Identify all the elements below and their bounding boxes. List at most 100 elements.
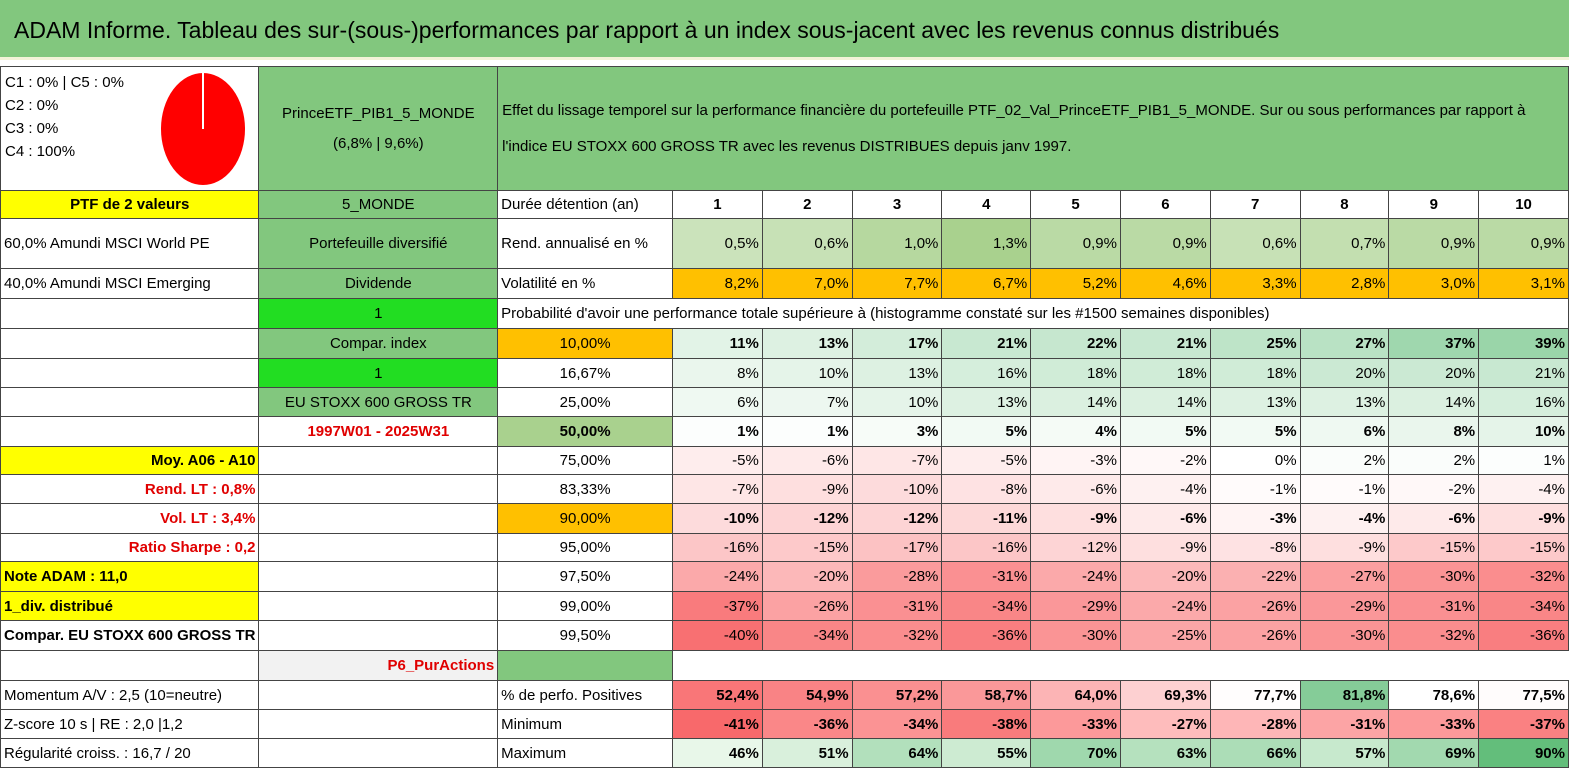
percentile-value: 39%: [1478, 328, 1569, 359]
minimum-value: -33%: [1388, 709, 1480, 739]
percentile-value: -24%: [672, 561, 763, 592]
description: Effet du lissage temporel sur la perform…: [497, 66, 1569, 191]
maximum-value: 64%: [851, 738, 943, 768]
percentile-value: 3%: [851, 416, 943, 447]
percentile-value: -7%: [851, 446, 943, 475]
percentile-value: -26%: [1209, 591, 1301, 621]
year-header: 4: [941, 190, 1032, 219]
percentile-value: 22%: [1030, 328, 1121, 359]
table-row: Z-score 10 s | RE : 2,0 |1,2 Minimum -41% -…: [0, 709, 1569, 739]
positive-perf-value: 54,9%: [761, 680, 853, 710]
percentile-value: 2%: [1388, 446, 1480, 475]
ptf-label: PTF de 2 valeurs: [0, 190, 260, 219]
category-pie-chart: [159, 71, 248, 187]
percentile-value: 18%: [1030, 358, 1121, 388]
volatility-value: 3,3%: [1209, 268, 1301, 299]
volatility-value: 8,2%: [672, 268, 763, 299]
percentile-value: 10%: [851, 387, 943, 417]
minimum-value: -36%: [761, 709, 853, 739]
percentile-value: -16%: [941, 533, 1032, 562]
percentile-value: -15%: [1388, 533, 1480, 562]
percentile-value: 5%: [1209, 416, 1301, 447]
empty-cell: [0, 650, 260, 681]
compare-index-label: Compar. index: [258, 328, 499, 359]
percentile-value: 14%: [1388, 387, 1480, 417]
maximum-value: 55%: [941, 738, 1032, 768]
percentile-value: 21%: [1478, 358, 1569, 388]
percentile-value: -9%: [761, 474, 853, 504]
percentile-label: 75,00%: [497, 446, 674, 475]
table-row: 1_div. distribué 99,00% -37% -26% -31% -34% -2…: [0, 591, 1569, 621]
percentile-value: -37%: [672, 591, 763, 621]
percentile-value: -8%: [1209, 533, 1301, 562]
annual-return-value: 1,3%: [941, 218, 1032, 269]
percentile-value: 18%: [1209, 358, 1301, 388]
percentile-value: -16%: [672, 533, 763, 562]
percentile-value: 4%: [1030, 416, 1121, 447]
percentile-value: -7%: [672, 474, 763, 504]
percentile-value: -10%: [851, 474, 943, 504]
percentile-value: -30%: [1030, 620, 1121, 651]
percentile-value: 20%: [1299, 358, 1390, 388]
percentile-value: 27%: [1299, 328, 1390, 359]
table-row: Vol. LT : 3,4% 90,00% -10% -12% -12% -11% -9% -…: [0, 503, 1569, 534]
percentile-value: -34%: [1478, 591, 1569, 621]
percentile-label: 10,00%: [497, 328, 674, 359]
percentile-value: 14%: [1030, 387, 1121, 417]
percentile-value: -40%: [672, 620, 763, 651]
percentile-label: 25,00%: [497, 387, 674, 417]
index-name: EU STOXX 600 GROSS TR: [258, 387, 499, 417]
positive-perf-value: 57,2%: [851, 680, 943, 710]
percentile-value: -2%: [1388, 474, 1480, 504]
maximum-value: 57%: [1299, 738, 1390, 768]
percentile-value: -30%: [1299, 620, 1390, 651]
volatility-value: 2,8%: [1299, 268, 1390, 299]
percentile-value: -22%: [1209, 561, 1301, 592]
year-header: 8: [1299, 190, 1390, 219]
year-header: 9: [1388, 190, 1480, 219]
volatility-value: 7,7%: [851, 268, 943, 299]
percentile-label: 90,00%: [497, 503, 674, 534]
flag-one: 1: [258, 358, 499, 388]
percentile-label: 97,50%: [497, 561, 674, 592]
table-row: Momentum A/V : 2,5 (10=neutre) % de perfo…: [0, 680, 1569, 710]
portfolio-stats: (6,8% | 9,6%): [333, 134, 424, 152]
annual-return-value: 0,7%: [1299, 218, 1390, 269]
category-c3: C3 : 0%: [5, 120, 59, 137]
maximum-value: 70%: [1030, 738, 1121, 768]
positive-perf-value: 52,4%: [672, 680, 763, 710]
percentile-value: -5%: [672, 446, 763, 475]
empty-cell: [0, 387, 260, 417]
percentile-value: 13%: [851, 358, 943, 388]
maximum-value: 46%: [672, 738, 763, 768]
empty-cell: [258, 503, 499, 534]
category-breakdown: C1 : 0% | C5 : 0% C2 : 0% C3 : 0% C4 : 1…: [0, 66, 260, 191]
positive-perf-value: 77,5%: [1478, 680, 1569, 710]
volatility-value: 5,2%: [1030, 268, 1121, 299]
percentile-value: 13%: [761, 328, 853, 359]
positive-perf-label: % de perfo. Positives: [497, 680, 674, 710]
average-label: Moy. A06 - A10: [0, 446, 260, 475]
percentile-value: -34%: [941, 591, 1032, 621]
positive-perf-value: 58,7%: [941, 680, 1032, 710]
percentile-value: -9%: [1478, 503, 1569, 534]
long-term-return: Rend. LT : 0,8%: [0, 474, 260, 504]
dividend-note: 1_div. distribué: [0, 591, 260, 621]
percentile-value: 1%: [1478, 446, 1569, 475]
table-row: 60,0% Amundi MSCI World PE Portefeuille d…: [0, 218, 1569, 269]
percentile-value: 17%: [851, 328, 943, 359]
percentile-label: 83,33%: [497, 474, 674, 504]
percentile-value: -4%: [1478, 474, 1569, 504]
z-score: Z-score 10 s | RE : 2,0 |1,2: [0, 709, 260, 739]
category-c4: C4 : 100%: [5, 143, 76, 160]
percentile-value: 5%: [1119, 416, 1211, 447]
percentile-value: 6%: [1299, 416, 1390, 447]
percentile-value: 10%: [761, 358, 853, 388]
percentile-value: 5%: [941, 416, 1032, 447]
table-row: 1 Probabilité d'avoir une performance tot…: [0, 298, 1569, 329]
empty-cell: [0, 298, 260, 329]
percentile-value: -1%: [1299, 474, 1390, 504]
percentile-value: -15%: [761, 533, 853, 562]
asset-class: 5_MONDE: [258, 190, 499, 219]
empty-cell: [258, 620, 499, 651]
